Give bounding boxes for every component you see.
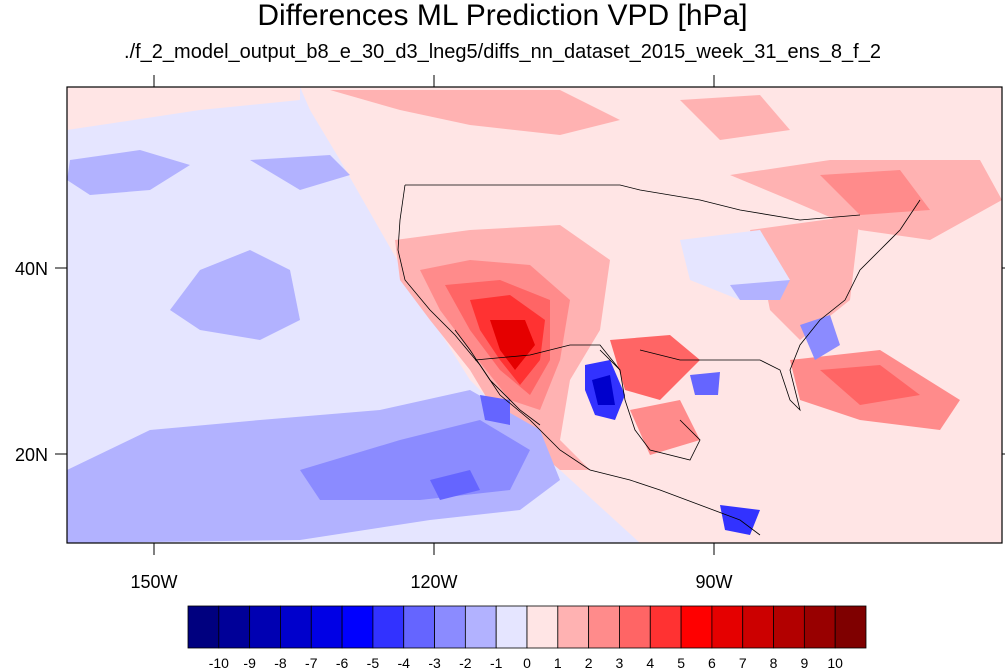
us-mexico-border [474,344,621,371]
colorbar-swatch [249,605,281,649]
negative-diff-region [592,375,615,405]
axis-ticks [55,75,1005,555]
colorbar-swatch [803,605,836,649]
colorbar-swatch [834,605,867,649]
y-tick-label: 20N [15,445,48,465]
colorbar-swatch [680,605,713,649]
negative-diff-region [730,280,790,300]
positive-diff-region [490,320,535,370]
colorbar-label: -6 [336,655,349,671]
colorbar-label: 4 [646,655,654,671]
negative-diff-region [800,315,840,360]
positive-diff-region [630,400,700,455]
map-frame [66,86,1003,544]
positive-diff-region [330,90,620,135]
negative-diff-region [690,372,720,395]
colorbar-swatch [619,605,651,649]
colorbar-swatch [588,605,620,649]
gulf-coastline [599,349,701,461]
coastlines [397,184,921,536]
x-tick-label: 150W [130,572,177,592]
map-title: Differences ML Prediction VPD [hPa] [257,0,748,32]
colorbar-label: 6 [708,655,716,671]
colorbar-swatch [280,605,312,649]
negative-diff-region [480,395,510,425]
colorbar-swatch [495,605,528,649]
negative-diff-region [67,150,190,195]
positive-diff-region [680,95,790,140]
map-plot-area: 150W 120W 90W 40N 20N [15,75,1005,592]
colorbar: -10 -9 -8 -7 -6 -5 -4 -3 -2 -1 0 1 2 3 4 5 6 7 8 9 10 [187,605,867,671]
colorbar-swatch [464,605,497,649]
colorbar-swatch [649,605,682,649]
colorbar-swatch [711,605,744,649]
colorbar-label: -9 [243,655,256,671]
positive-diff-region [610,335,700,400]
colorbar-swatch [526,605,559,649]
positive-diff-region [750,215,860,340]
colorbar-swatch [557,605,590,649]
colorbar-swatch [773,605,805,649]
colorbar-swatch [403,605,435,649]
colorbar-swatch [341,605,374,649]
colorbar-label: -1 [490,655,503,671]
baja-coastline [454,329,541,426]
us-canada-border [405,184,861,221]
colorbar-label: -5 [367,655,380,671]
map-subtitle: ./f_2_model_output_b8_e_30_d3_lneg5/diff… [124,41,881,63]
colorbar-label: -4 [398,655,411,671]
positive-diff-region [820,170,930,215]
colorbar-swatch [434,605,466,649]
negative-diff-region [250,155,350,190]
colorbar-label: 8 [770,655,778,671]
colorbar-label: -8 [274,655,287,671]
colorbar-label: -2 [459,655,472,671]
colorbar-swatch [218,605,251,649]
positive-diff-region [820,365,920,405]
difference-field [67,87,1002,543]
colorbar-label: 5 [677,655,685,671]
colorbar-label: -7 [305,655,318,671]
negative-diff-region [170,250,300,340]
colorbar-swatch [742,605,774,649]
x-tick-label: 120W [410,572,457,592]
x-tick-label: 90W [695,572,732,592]
colorbar-swatch [372,605,405,649]
colorbar-label: 2 [585,655,593,671]
colorbar-swatch [187,605,220,649]
y-tick-label: 40N [15,259,48,279]
colorbar-label: 0 [523,655,531,671]
east-coastline [639,199,921,412]
colorbar-swatch [310,605,343,649]
colorbar-label: 1 [554,655,562,671]
colorbar-label: 3 [616,655,624,671]
colorbar-label: -10 [209,655,229,671]
colorbar-label: 9 [800,655,808,671]
negative-diff-region [430,470,480,500]
colorbar-label: 10 [827,655,843,671]
colorbar-label: 7 [739,655,747,671]
colorbar-label: -3 [428,655,441,671]
positive-diff-region [67,87,300,130]
pacific-coastline [397,184,761,536]
